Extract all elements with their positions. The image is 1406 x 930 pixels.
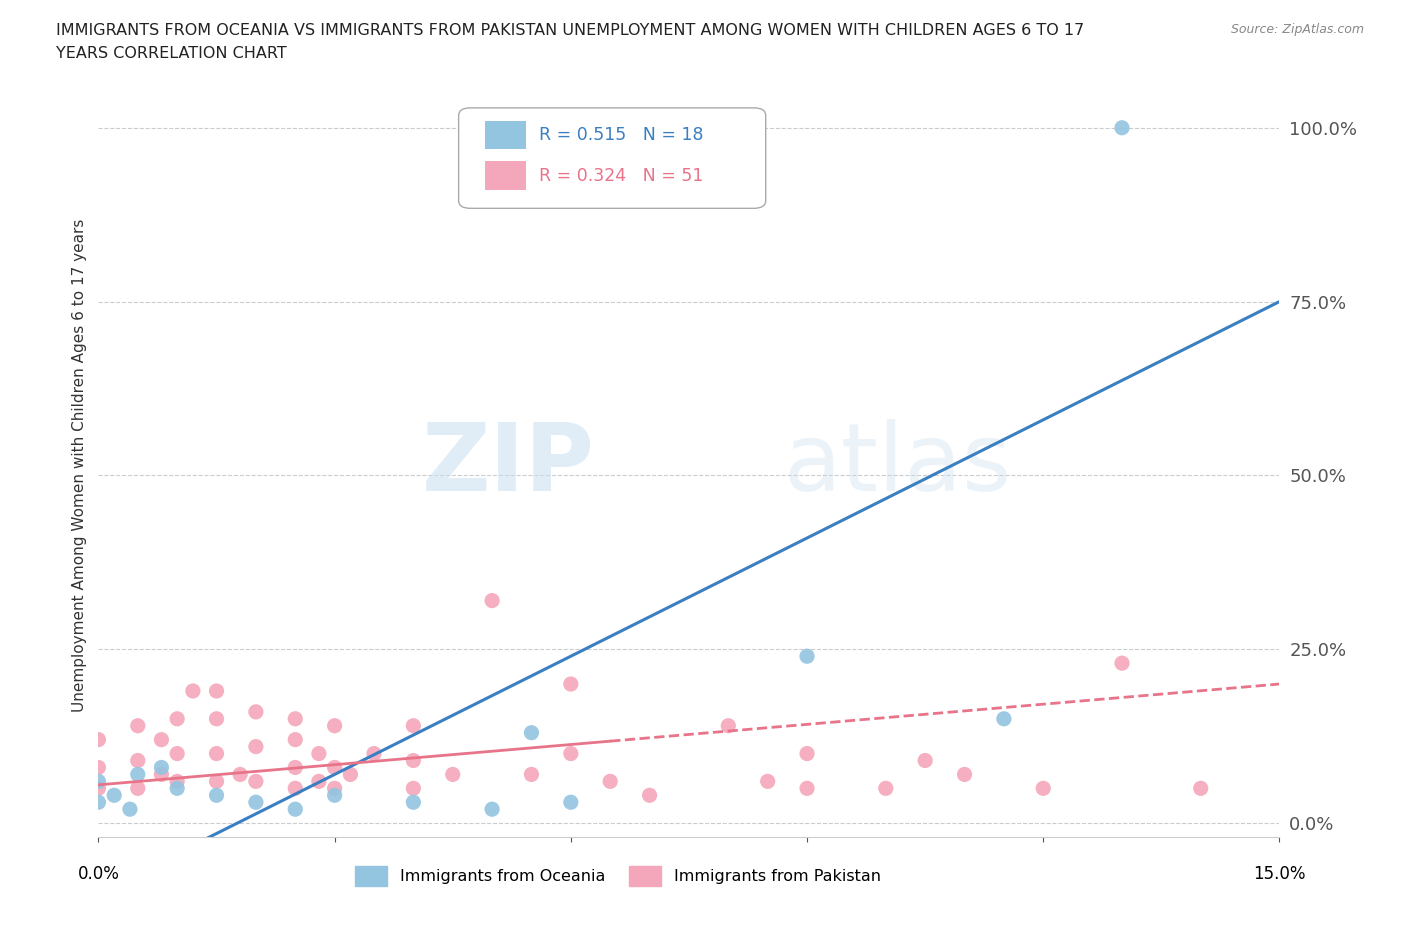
Point	[245, 774, 267, 789]
Point	[150, 760, 173, 775]
Point	[796, 649, 818, 664]
Point	[717, 718, 740, 733]
Point	[599, 774, 621, 789]
Text: YEARS CORRELATION CHART: YEARS CORRELATION CHART	[56, 46, 287, 61]
Point	[205, 774, 228, 789]
Point	[181, 684, 204, 698]
Point	[323, 781, 346, 796]
Point	[323, 788, 346, 803]
Point	[87, 781, 110, 796]
Point	[150, 732, 173, 747]
Point	[150, 767, 173, 782]
Point	[87, 760, 110, 775]
Point	[284, 732, 307, 747]
Point	[166, 711, 188, 726]
FancyBboxPatch shape	[485, 121, 526, 149]
Text: 0.0%: 0.0%	[77, 865, 120, 883]
Point	[441, 767, 464, 782]
Text: 15.0%: 15.0%	[1253, 865, 1306, 883]
Point	[87, 732, 110, 747]
Point	[245, 739, 267, 754]
Point	[205, 684, 228, 698]
Point	[638, 788, 661, 803]
Point	[205, 746, 228, 761]
Point	[127, 781, 149, 796]
Point	[481, 802, 503, 817]
Point	[284, 711, 307, 726]
Point	[245, 795, 267, 810]
Point	[402, 781, 425, 796]
Point	[1032, 781, 1054, 796]
Point	[402, 795, 425, 810]
Legend: Immigrants from Oceania, Immigrants from Pakistan: Immigrants from Oceania, Immigrants from…	[349, 860, 887, 892]
Point	[796, 746, 818, 761]
Point	[87, 795, 110, 810]
Point	[308, 774, 330, 789]
Point	[560, 746, 582, 761]
Point	[402, 718, 425, 733]
Point	[229, 767, 252, 782]
Point	[87, 774, 110, 789]
Point	[205, 788, 228, 803]
Point	[166, 746, 188, 761]
Point	[323, 760, 346, 775]
Point	[520, 767, 543, 782]
Point	[284, 781, 307, 796]
Point	[560, 795, 582, 810]
FancyBboxPatch shape	[458, 108, 766, 208]
Point	[284, 760, 307, 775]
Point	[323, 718, 346, 733]
Point	[481, 593, 503, 608]
Point	[953, 767, 976, 782]
Point	[520, 725, 543, 740]
Point	[993, 711, 1015, 726]
Point	[118, 802, 141, 817]
Text: R = 0.324   N = 51: R = 0.324 N = 51	[538, 166, 703, 184]
Point	[166, 774, 188, 789]
Point	[1111, 656, 1133, 671]
Point	[1189, 781, 1212, 796]
Point	[914, 753, 936, 768]
Point	[363, 746, 385, 761]
Point	[560, 677, 582, 692]
Text: ZIP: ZIP	[422, 419, 595, 511]
Point	[127, 718, 149, 733]
Text: Source: ZipAtlas.com: Source: ZipAtlas.com	[1230, 23, 1364, 36]
Point	[756, 774, 779, 789]
Point	[796, 781, 818, 796]
Point	[127, 767, 149, 782]
Point	[308, 746, 330, 761]
Point	[339, 767, 361, 782]
Point	[103, 788, 125, 803]
Point	[245, 704, 267, 719]
FancyBboxPatch shape	[485, 162, 526, 190]
Text: R = 0.515   N = 18: R = 0.515 N = 18	[538, 126, 703, 143]
Point	[1111, 120, 1133, 135]
Y-axis label: Unemployment Among Women with Children Ages 6 to 17 years: Unemployment Among Women with Children A…	[72, 219, 87, 711]
Point	[284, 802, 307, 817]
Point	[205, 711, 228, 726]
Text: IMMIGRANTS FROM OCEANIA VS IMMIGRANTS FROM PAKISTAN UNEMPLOYMENT AMONG WOMEN WIT: IMMIGRANTS FROM OCEANIA VS IMMIGRANTS FR…	[56, 23, 1084, 38]
Point	[402, 753, 425, 768]
Point	[875, 781, 897, 796]
Text: atlas: atlas	[783, 419, 1012, 511]
Point	[166, 781, 188, 796]
Point	[127, 753, 149, 768]
